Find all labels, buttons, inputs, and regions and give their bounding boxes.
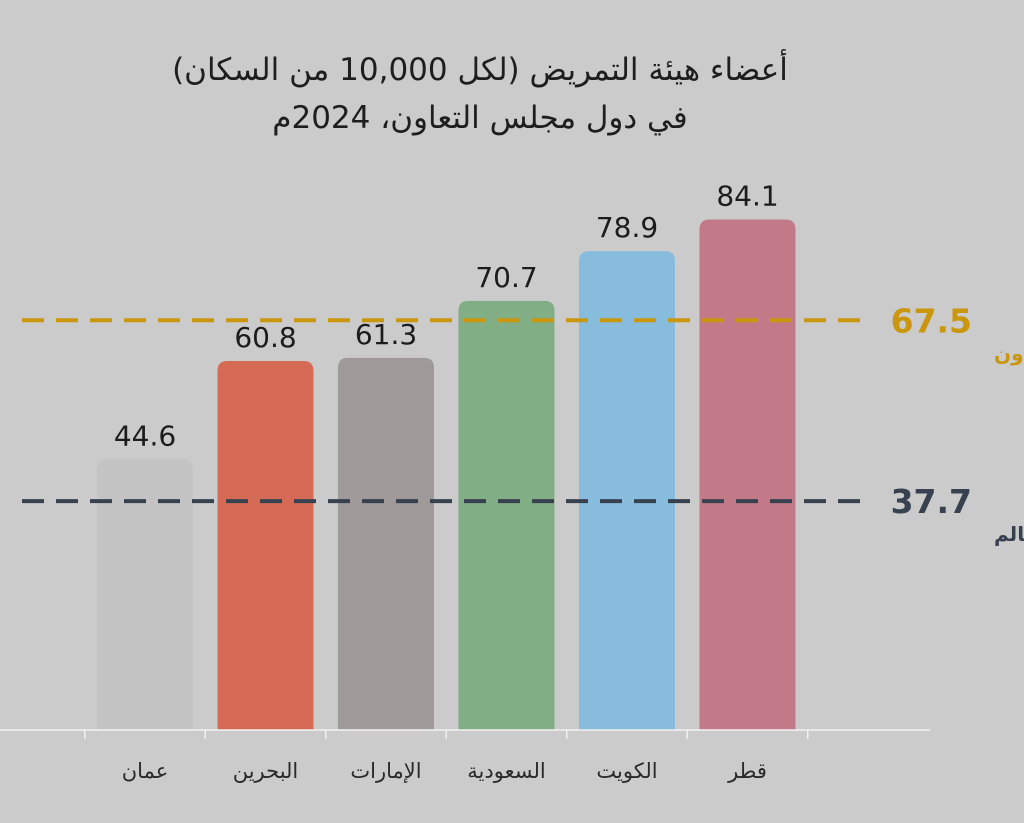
bar[interactable] xyxy=(579,251,675,730)
x-tick-label: الكويت xyxy=(596,759,657,783)
data-label: 61.3 xyxy=(355,318,417,351)
reference-line-value-label: 67.5 xyxy=(891,301,972,340)
x-tick-label: الإمارات xyxy=(350,759,421,783)
reference-line-name-label: مجلس التعاون xyxy=(994,341,1024,365)
reference-line-value-label: 37.7 xyxy=(891,482,972,521)
x-tick-label: قطر xyxy=(727,759,767,783)
data-label: 60.8 xyxy=(234,321,296,354)
bar[interactable] xyxy=(699,219,796,730)
x-tick-label: السعودية xyxy=(467,759,545,783)
chart-title-line-1: أعضاء هيئة التمريض (لكل 10,000 من السكان… xyxy=(172,52,788,88)
x-tick-label: البحرين xyxy=(233,759,299,783)
data-label: 44.6 xyxy=(114,419,176,452)
bar[interactable] xyxy=(458,300,555,730)
data-label: 78.9 xyxy=(596,211,658,244)
bar[interactable] xyxy=(217,360,314,730)
bar[interactable] xyxy=(338,357,434,730)
chart-title-line-2: في دول مجلس التعاون، 2024م xyxy=(272,100,688,136)
data-label: 84.1 xyxy=(716,180,778,213)
data-label: 70.7 xyxy=(475,261,537,294)
bar[interactable] xyxy=(97,459,193,730)
reference-line-name-label: العالم xyxy=(994,522,1024,546)
x-tick-label: عمان xyxy=(122,759,169,783)
